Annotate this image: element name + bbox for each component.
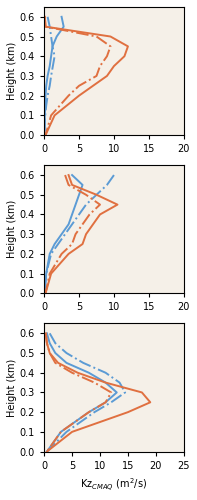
Y-axis label: Height (km): Height (km) <box>7 200 17 258</box>
Y-axis label: Height (km): Height (km) <box>7 42 17 100</box>
X-axis label: Kz$_{CMAQ}$ (m$^2$/s): Kz$_{CMAQ}$ (m$^2$/s) <box>80 476 148 493</box>
Y-axis label: Height (km): Height (km) <box>7 358 17 416</box>
